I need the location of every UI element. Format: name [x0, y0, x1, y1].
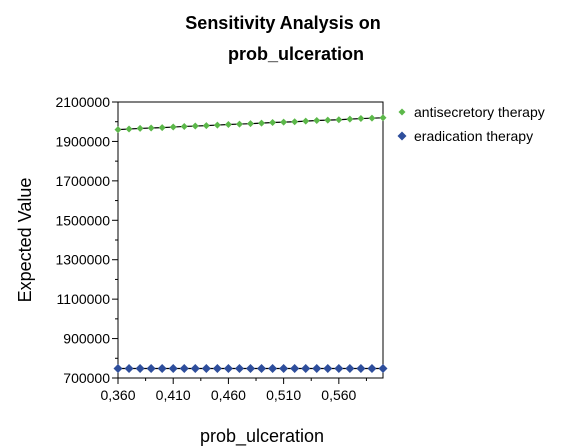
data-point	[367, 364, 377, 374]
x-axis-label: prob_ulceration	[200, 426, 324, 447]
data-point	[302, 117, 310, 125]
data-point	[223, 364, 233, 374]
x-tick-label: 0,460	[211, 387, 246, 403]
data-point	[279, 364, 289, 374]
data-point	[125, 125, 133, 133]
data-point	[168, 364, 178, 374]
data-point	[213, 121, 221, 129]
data-point	[136, 124, 144, 132]
data-point	[114, 126, 122, 134]
data-point	[291, 118, 299, 126]
data-point	[378, 364, 388, 374]
data-point	[356, 364, 366, 374]
data-point	[301, 364, 311, 374]
data-point	[346, 115, 354, 123]
x-tick-label: 0,410	[156, 387, 191, 403]
legend: antisecretory therapy eradication therapy	[397, 104, 545, 144]
y-axis: 2100000 1900000 1700000 1500000 1300000 11000…	[55, 94, 118, 386]
legend-label: antisecretory therapy	[414, 104, 545, 120]
data-point	[368, 114, 376, 122]
y-tick-label: 2100000	[55, 94, 110, 110]
data-point	[313, 117, 321, 125]
data-point	[379, 114, 387, 122]
data-point	[157, 364, 167, 374]
legend-label: eradication therapy	[414, 128, 533, 144]
data-point	[135, 364, 145, 374]
x-tick-label: 0,560	[321, 387, 356, 403]
data-point	[147, 124, 155, 132]
x-tick-label: 0,360	[100, 387, 135, 403]
data-point	[268, 364, 278, 374]
data-point	[257, 364, 267, 374]
data-point	[169, 123, 177, 131]
data-point	[280, 118, 288, 126]
data-point	[190, 364, 200, 374]
legend-marker	[397, 131, 407, 141]
x-tick-label: 0,510	[266, 387, 301, 403]
data-point	[191, 122, 199, 130]
y-tick-label: 900000	[63, 331, 110, 347]
data-point	[224, 120, 232, 128]
y-tick-label: 700000	[63, 370, 110, 386]
x-axis: 0,360 0,410 0,460 0,510 0,560	[100, 378, 367, 403]
data-point	[146, 364, 156, 374]
data-point	[323, 364, 333, 374]
data-point	[212, 364, 222, 374]
chart-title-line-2: prob_ulceration	[228, 44, 364, 64]
data-point	[235, 120, 243, 128]
data-point	[324, 116, 332, 124]
data-point	[258, 119, 266, 127]
data-point	[113, 364, 123, 374]
data-point	[202, 122, 210, 130]
y-tick-label: 1900000	[55, 133, 110, 149]
data-point	[124, 364, 134, 374]
y-tick-label: 1300000	[55, 252, 110, 268]
data-point	[345, 364, 355, 374]
data-point	[312, 364, 322, 374]
data-point	[234, 364, 244, 374]
data-point	[357, 115, 365, 123]
y-tick-label: 1700000	[55, 173, 110, 189]
y-tick-label: 1100000	[57, 291, 111, 307]
y-tick-label: 1500000	[55, 212, 110, 228]
y-axis-label: Expected Value	[15, 178, 35, 303]
data-point	[247, 120, 254, 128]
data-point	[246, 364, 255, 374]
data-point	[290, 364, 300, 374]
data-point	[180, 122, 188, 130]
series-layer	[113, 114, 388, 374]
plot-area	[117, 101, 384, 379]
data-point	[201, 364, 211, 374]
chart-title-line-1: Sensitivity Analysis on	[185, 13, 380, 33]
data-point	[335, 116, 343, 124]
legend-marker	[398, 108, 406, 116]
data-point	[334, 364, 344, 374]
data-point	[158, 124, 166, 132]
data-point	[269, 119, 277, 127]
data-point	[179, 364, 189, 374]
